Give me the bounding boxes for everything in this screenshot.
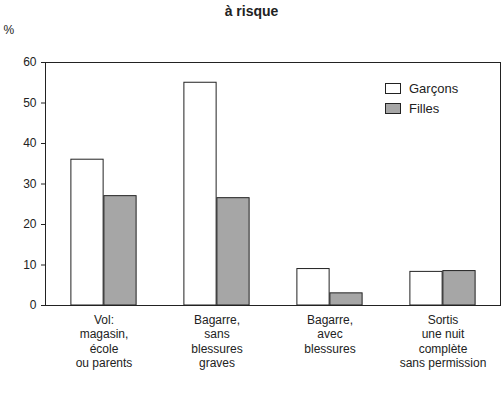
svg-text:Bagarre,sansblessuresgraves: Bagarre,sansblessuresgraves [191, 313, 242, 370]
svg-text:40: 40 [23, 136, 37, 150]
html-text:à risque: à risque [224, 3, 279, 19]
svg-text:20: 20 [23, 217, 37, 231]
svg-text:%: % [4, 23, 15, 37]
svg-text:50: 50 [23, 96, 37, 110]
html-text:Garçons: Garçons [409, 80, 459, 96]
svg-text:Sortisune nuitcomplètesans per: Sortisune nuitcomplètesans permission [400, 313, 487, 370]
svg-text:10: 10 [23, 258, 37, 272]
svg-text:30: 30 [23, 177, 37, 191]
html-text:Filles: Filles [409, 100, 440, 116]
svg-text:Bagarre,avecblessures: Bagarre,avecblessures [304, 313, 355, 356]
svg-text:60: 60 [23, 55, 37, 69]
svg-text:0: 0 [30, 298, 37, 312]
svg-text:Vol:magasin,écoleou parents: Vol:magasin,écoleou parents [76, 313, 133, 370]
